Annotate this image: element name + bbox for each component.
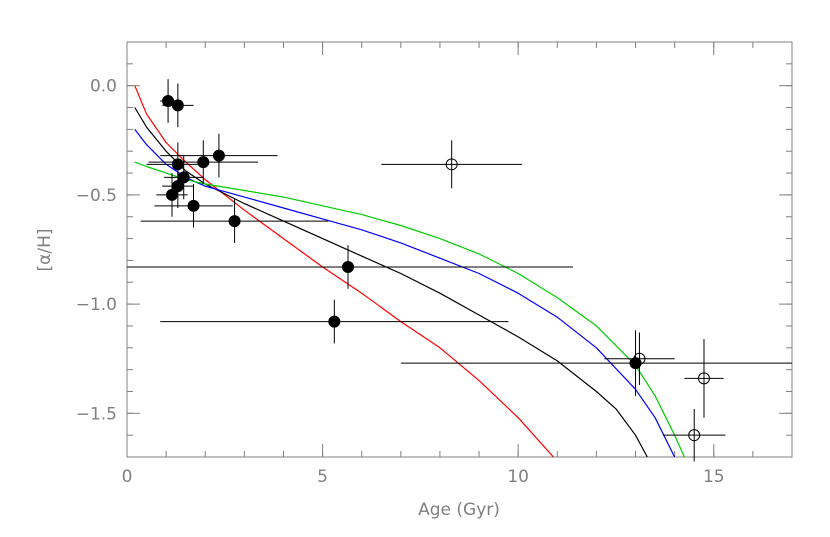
filled-marker — [187, 199, 200, 212]
filled-marker — [228, 215, 241, 228]
y-tick-label: −0.5 — [76, 186, 117, 206]
filled-marker — [162, 94, 175, 107]
filled-marker — [328, 315, 341, 328]
open-marker — [688, 429, 701, 442]
y-tick-label: 0.0 — [90, 77, 117, 97]
y-tick-label: −1.0 — [76, 295, 117, 315]
data-point — [400, 330, 792, 396]
model-curve — [134, 107, 648, 457]
x-tick-label: 10 — [507, 467, 529, 487]
data-point — [160, 79, 176, 123]
filled-marker — [197, 156, 210, 169]
x-axis-label: Age (Gyr) — [418, 500, 500, 520]
model-curve — [134, 129, 676, 457]
y-axis-label: [α/H] — [35, 229, 55, 272]
model-curves — [134, 85, 685, 457]
data-point — [154, 183, 233, 228]
data-point — [148, 140, 259, 184]
plot-frame — [126, 41, 793, 458]
data-point — [162, 164, 194, 208]
x-tick-label: 15 — [703, 467, 725, 487]
data-point — [160, 299, 509, 344]
data-point — [127, 245, 573, 289]
axes: 0 5 10 15 0.0 −0.5 −1.0 −1.5 — [76, 41, 793, 487]
open-marker — [697, 372, 710, 385]
data-point — [162, 83, 194, 128]
filled-marker — [342, 260, 355, 273]
data-point — [604, 332, 675, 385]
y-tick-label: −1.5 — [76, 404, 117, 424]
data-point — [160, 133, 278, 178]
data-points — [127, 79, 792, 462]
filled-marker — [212, 149, 225, 162]
open-marker — [445, 158, 458, 171]
data-point — [381, 140, 523, 189]
filled-marker — [171, 99, 184, 112]
x-tick-label: 0 — [122, 467, 133, 487]
data-point — [140, 199, 329, 243]
x-tick-label: 5 — [317, 467, 328, 487]
data-point — [684, 339, 724, 418]
model-curve — [134, 161, 685, 457]
filled-marker — [165, 188, 178, 201]
data-point — [662, 408, 726, 462]
open-marker — [633, 352, 646, 365]
model-curve — [134, 85, 554, 457]
data-point — [156, 173, 188, 217]
